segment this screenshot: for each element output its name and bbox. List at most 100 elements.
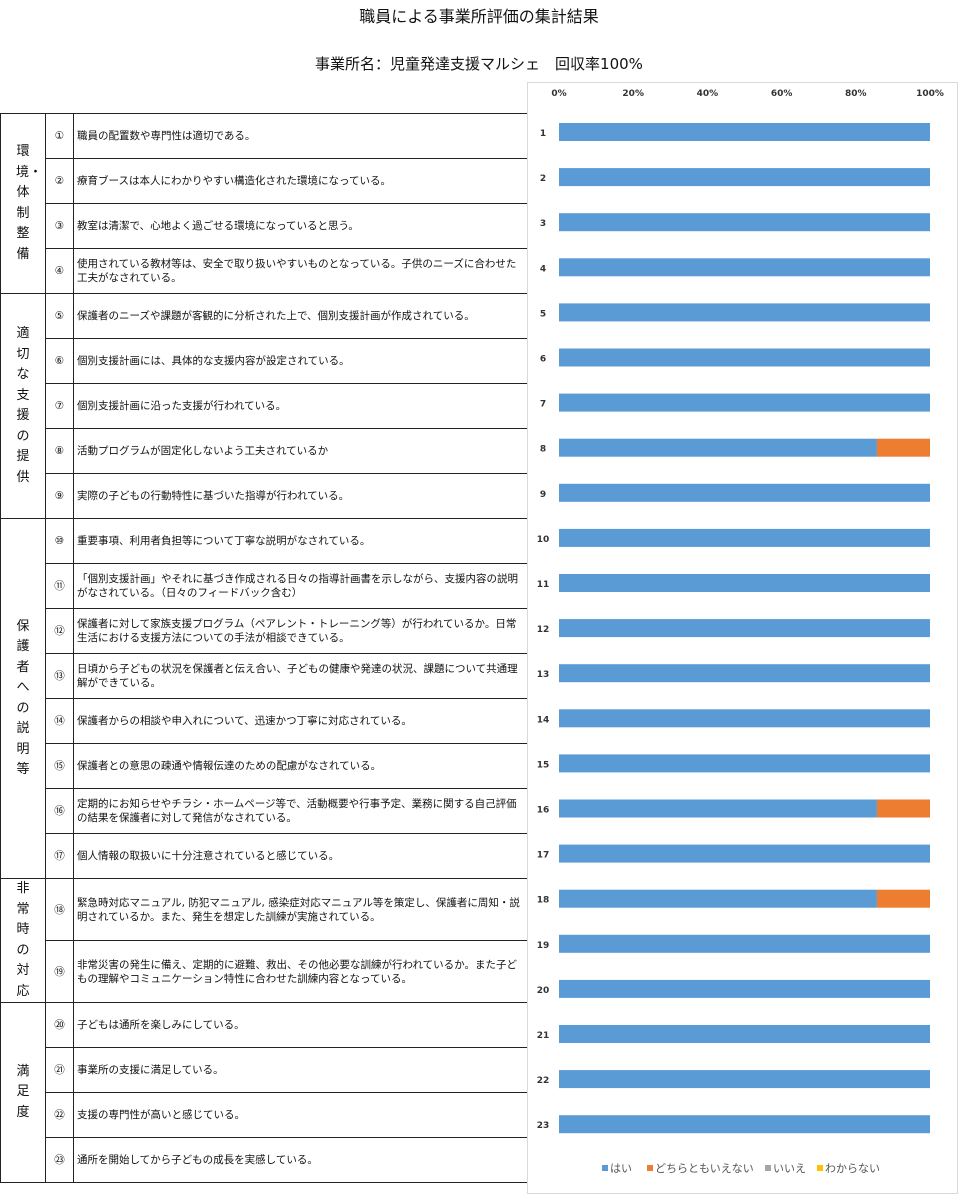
table-row: ③ 教室は清潔で、心地よく過ごせる環境になっていると思う。 (1, 203, 528, 249)
bar-segment (559, 574, 930, 592)
category-cell: 非常時の対応 (0, 878, 46, 1003)
x-tick-label: 60% (771, 89, 793, 99)
y-tick-label: 19 (537, 941, 550, 951)
y-tick-label: 18 (537, 896, 550, 906)
question-text: 事業所の支援に満足している。 (73, 1047, 528, 1093)
legend-swatch (765, 1165, 771, 1171)
bar-segment (559, 619, 930, 638)
bar-segment (559, 709, 930, 728)
question-number: ⑩ (45, 518, 74, 564)
bar-segment (559, 168, 930, 187)
bar-segment (559, 528, 930, 547)
y-tick-label: 8 (540, 445, 546, 455)
y-tick-label: 14 (537, 715, 550, 725)
legend-label: わからない (825, 1162, 880, 1175)
question-text: 保護者からの相談や申入れについて、迅速かつ丁寧に対応されている。 (73, 698, 528, 744)
y-tick-label: 22 (537, 1076, 550, 1086)
question-number: ⑮ (45, 743, 74, 789)
category-label: 適切な支援の提供 (16, 326, 30, 485)
question-number: ㉒ (45, 1092, 74, 1138)
survey-table: 環境・体制整備 ① 職員の配置数や専門性は適切である。 ② 療育ブースは本人にわかりやす… (0, 113, 528, 1183)
category-label: 非常時の対応 (16, 881, 30, 999)
category-label: 環境・体制整備 (16, 144, 43, 262)
bar-segment (559, 393, 930, 412)
table-row: ⑥ 個別支援計画には、具体的な支援内容が設定されている。 (1, 338, 528, 384)
x-tick-label: 20% (622, 89, 644, 99)
question-text: 「個別支援計画」やそれに基づき作成される日々の指導計画書を示しながら、支援内容の… (73, 563, 528, 609)
question-text: 個人情報の取扱いに十分注意されていると感じている。 (73, 833, 528, 879)
table-row: ② 療育ブースは本人にわかりやすい構造化された環境になっている。 (1, 158, 528, 204)
table-row: ⑭ 保護者からの相談や申入れについて、迅速かつ丁寧に対応されている。 (1, 698, 528, 744)
category-cell: 環境・体制整備 (0, 113, 46, 294)
category-label: 保護者への説明等 (16, 618, 30, 778)
question-text: 個別支援計画に沿った支援が行われている。 (73, 383, 528, 429)
question-text: 支援の専門性が高いと感じている。 (73, 1092, 528, 1138)
bar-segment (559, 979, 930, 998)
y-tick-label: 4 (540, 264, 546, 274)
y-tick-label: 20 (537, 986, 550, 996)
result-chart: 0% 20% 40% 60% 80% 100%1234567891011121314151… (527, 82, 958, 1194)
table-row: ⑧ 活動プログラムが固定化しないよう工夫されているか (1, 428, 528, 474)
table-row: ⑫ 保護者に対して家族支援プログラム（ペアレント・トレーニング等）が行われているか… (1, 608, 528, 654)
table-row: 適切な支援の提供 ⑤ 保護者のニーズや課題が客観的に分析された上で、個別支援計画が作… (0, 293, 528, 519)
question-number: ㉓ (45, 1137, 74, 1183)
legend-swatch (602, 1165, 608, 1171)
bar-segment (559, 1070, 930, 1089)
table-row: ⑨ 実際の子どもの行動特性に基づいた指導が行われている。 (1, 473, 528, 519)
question-text: 緊急時対応マニュアル, 防犯マニュアル, 感染症対応マニュアル等を策定し、保護者… (73, 878, 528, 941)
question-number: ㉑ (45, 1047, 74, 1093)
question-text: 療育ブースは本人にわかりやすい構造化された環境になっている。 (73, 158, 528, 204)
question-number: ⑬ (45, 653, 74, 699)
table-row: ⑮ 保護者との意思の疎通や情報伝達のための配慮がなされている。 (1, 743, 528, 789)
question-text: 重要事項、利用者負担等について丁寧な説明がなされている。 (73, 518, 528, 564)
question-text: 保護者に対して家族支援プログラム（ペアレント・トレーニング等）が行われているか。… (73, 608, 528, 654)
bar-segment (559, 1115, 930, 1134)
legend-label: どちらともいえない (655, 1162, 754, 1175)
question-number: ③ (45, 203, 74, 249)
question-text: 保護者のニーズや課題が客観的に分析された上で、個別支援計画が作成されている。 (73, 293, 528, 339)
y-tick-label: 13 (537, 670, 550, 680)
bar-segment (559, 438, 877, 457)
table-row: ⑯ 定期的にお知らせやチラシ・ホームページ等で、活動概要や行事予定、業務に関する自… (1, 788, 528, 834)
y-tick-label: 10 (537, 535, 550, 545)
question-number: ⑥ (45, 338, 74, 384)
question-text: 保護者との意思の疎通や情報伝達のための配慮がなされている。 (73, 743, 528, 789)
y-tick-label: 12 (537, 625, 550, 635)
y-tick-label: 2 (540, 174, 546, 184)
y-tick-label: 7 (540, 400, 546, 410)
table-row: ⑲ 非常災害の発生に備え、定期的に避難、救出、その他必要な訓練が行われているか。ま… (1, 940, 528, 1003)
bar-segment (559, 303, 930, 322)
bar-segment (876, 799, 930, 818)
bar-segment (559, 754, 930, 773)
y-tick-label: 17 (537, 851, 550, 861)
question-text: 使用されている教材等は、安全で取り扱いやすいものとなっている。子供のニーズに合わ… (73, 248, 528, 294)
y-tick-label: 1 (540, 129, 546, 139)
table-row: ⑬ 日頃から子どもの状況を保護者と伝え合い、子どもの健康や発達の状況、課題について… (1, 653, 528, 699)
bar-segment (559, 664, 930, 683)
x-tick-label: 100% (916, 89, 944, 99)
question-text: 職員の配置数や専門性は適切である。 (73, 113, 528, 159)
question-number: ⑲ (45, 940, 74, 1003)
question-number: ⑨ (45, 473, 74, 519)
legend-swatch (817, 1165, 823, 1171)
bar-segment (559, 934, 930, 953)
question-number: ⑳ (45, 1002, 74, 1048)
question-text: 子どもは通所を楽しみにしている。 (73, 1002, 528, 1048)
x-tick-label: 0% (551, 89, 566, 99)
question-text: 通所を開始してから子どもの成長を実感している。 (73, 1137, 528, 1183)
y-tick-label: 23 (537, 1121, 550, 1131)
question-number: ② (45, 158, 74, 204)
question-number: ⑭ (45, 698, 74, 744)
bar-segment (559, 483, 930, 502)
bar-segment (876, 889, 930, 908)
x-tick-label: 80% (845, 89, 867, 99)
question-text: 実際の子どもの行動特性に基づいた指導が行われている。 (73, 473, 528, 519)
question-number: ⑤ (45, 293, 74, 339)
question-number: ⑧ (45, 428, 74, 474)
y-tick-label: 3 (540, 219, 546, 229)
bar-segment (559, 258, 930, 277)
legend-swatch (647, 1165, 653, 1171)
